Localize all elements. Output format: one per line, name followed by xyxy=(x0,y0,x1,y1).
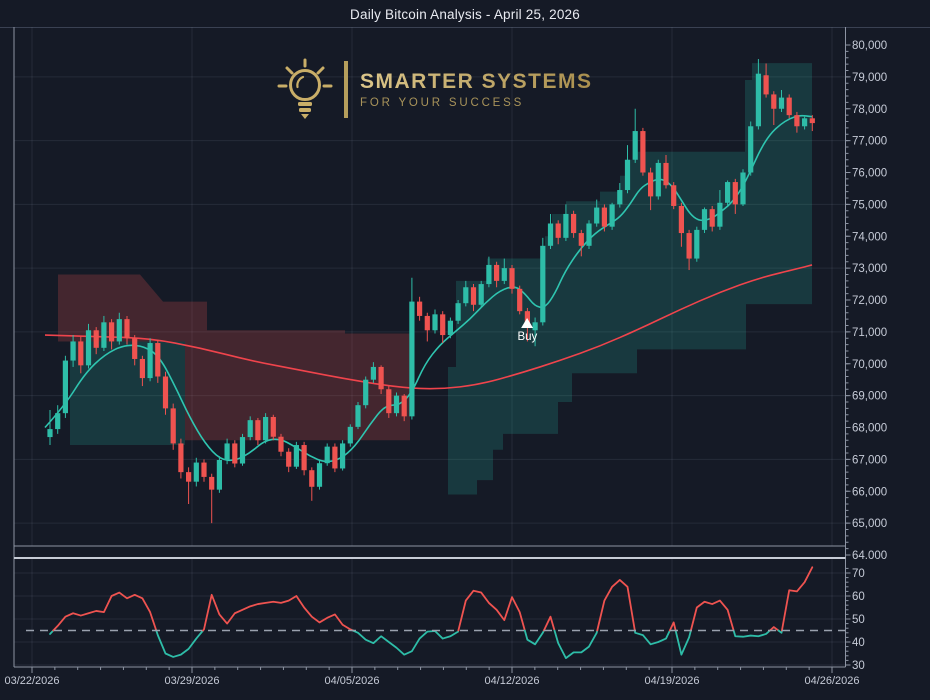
osc-tick-label: 30 xyxy=(852,660,865,672)
price-tick-label: 67,000 xyxy=(852,454,887,466)
osc-tick-label: 70 xyxy=(852,568,865,580)
panel-borders xyxy=(13,27,846,668)
price-tick-label: 72,000 xyxy=(852,295,887,307)
osc-tick-label: 50 xyxy=(852,614,865,626)
price-tick-label: 64.000 xyxy=(852,550,887,562)
date-tick-label: 04/12/2026 xyxy=(484,675,539,687)
price-tick-label: 78,000 xyxy=(852,104,887,116)
price-tick-label: 66,000 xyxy=(852,486,887,498)
price-tick-label: 75,000 xyxy=(852,199,887,211)
date-tick-label: 03/29/2026 xyxy=(164,675,219,687)
price-tick-label: 76,000 xyxy=(852,168,887,180)
slow-ma-line xyxy=(44,264,813,390)
date-tick-label: 03/22/2026 xyxy=(4,675,59,687)
chart-title: Daily Bitcoin Analysis - April 25, 2026 xyxy=(350,7,580,22)
osc-tick-label: 60 xyxy=(852,591,865,603)
top-frame-line xyxy=(0,27,930,28)
oscillator-axis[interactable]: 70 60 50 40 30 xyxy=(845,567,865,672)
date-tick-label: 04/26/2026 xyxy=(804,675,859,687)
price-tick-label: 70,000 xyxy=(852,359,887,371)
osc-tick-label: 40 xyxy=(852,637,865,649)
date-tick-label: 04/05/2026 xyxy=(324,675,379,687)
price-tick-label: 74,000 xyxy=(852,231,887,243)
price-tick-label: 68,000 xyxy=(852,423,887,435)
price-tick-label: 79,000 xyxy=(852,72,887,84)
date-axis[interactable]: 03/22/2026 03/29/2026 04/05/2026 04/12/2026… xyxy=(4,667,860,687)
vertical-gridlines xyxy=(31,27,833,667)
price-tick-label: 71,000 xyxy=(852,327,887,339)
candlesticks xyxy=(47,59,815,524)
oscillator-line xyxy=(49,566,814,659)
date-tick-label: 04/19/2026 xyxy=(644,675,699,687)
price-tick-label: 69,000 xyxy=(852,391,887,403)
price-tick-label: 65,000 xyxy=(852,518,887,530)
downtrend-cloud-red xyxy=(58,274,410,441)
price-axis[interactable]: 80,000 79,000 78,000 77,000 76,000 75,000 74,0… xyxy=(845,40,888,562)
uptrend-cloud-teal xyxy=(448,63,812,495)
price-tick-label: 73,000 xyxy=(852,263,887,275)
price-tick-label: 80,000 xyxy=(852,40,887,52)
horizontal-gridlines xyxy=(14,76,846,666)
price-tick-label: 77,000 xyxy=(852,136,887,148)
